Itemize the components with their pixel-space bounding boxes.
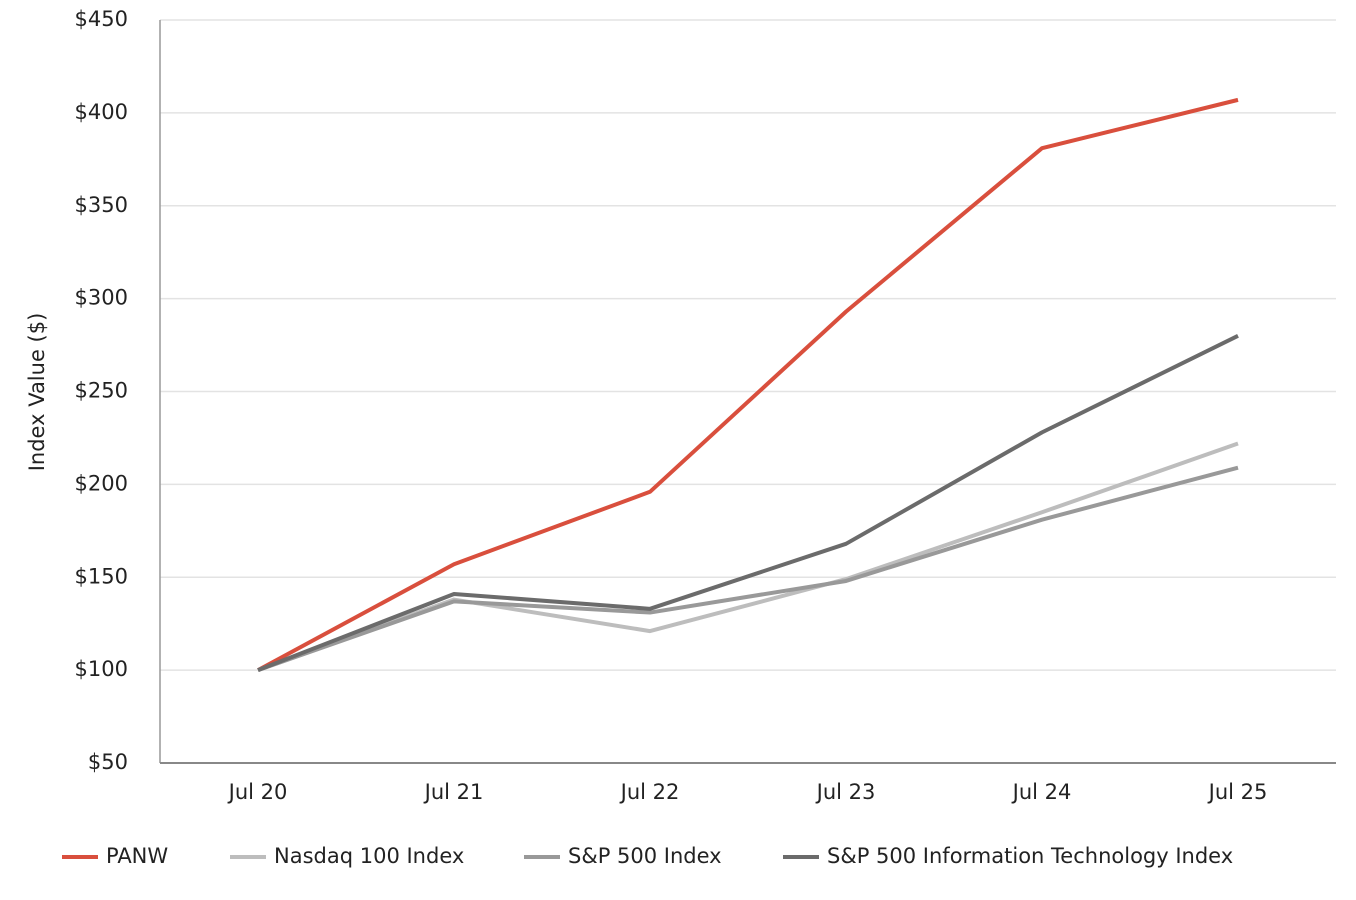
legend-label: S&P 500 Information Technology Index bbox=[827, 844, 1233, 868]
series-line bbox=[257, 465, 1239, 673]
x-tick-label: Jul 22 bbox=[619, 780, 680, 804]
legend-label: Nasdaq 100 Index bbox=[274, 844, 464, 868]
x-tick-label: Jul 23 bbox=[815, 780, 876, 804]
x-tick-label: Jul 20 bbox=[227, 780, 288, 804]
series-line bbox=[257, 441, 1239, 673]
legend-label: S&P 500 Index bbox=[568, 844, 722, 868]
series-line bbox=[257, 97, 1239, 672]
series-line bbox=[257, 333, 1239, 672]
y-axis-label: Index Value ($) bbox=[25, 313, 49, 472]
y-tick-label: $200 bbox=[75, 471, 128, 495]
x-tick-label: Jul 25 bbox=[1207, 780, 1268, 804]
x-tick-label: Jul 21 bbox=[423, 780, 484, 804]
y-tick-label: $350 bbox=[75, 193, 128, 217]
y-tick-label: $250 bbox=[75, 379, 128, 403]
legend-label: PANW bbox=[106, 844, 168, 868]
x-tick-label: Jul 24 bbox=[1011, 780, 1072, 804]
y-tick-label: $300 bbox=[75, 286, 128, 310]
y-tick-label: $450 bbox=[75, 7, 128, 31]
y-tick-label: $400 bbox=[75, 100, 128, 124]
y-tick-label: $100 bbox=[75, 657, 128, 681]
y-tick-label: $150 bbox=[75, 564, 128, 588]
y-tick-label: $50 bbox=[88, 750, 128, 774]
